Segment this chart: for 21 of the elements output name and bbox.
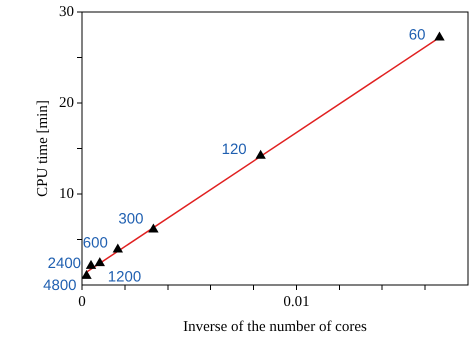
y-tick-label: 30 — [59, 4, 74, 20]
x-tick-label: 0.01 — [283, 294, 310, 310]
annotation: 2400 — [48, 255, 82, 272]
point — [256, 150, 266, 159]
x-axis-title: Inverse of the number of cores — [183, 318, 367, 335]
point — [148, 224, 158, 232]
y-tick-label: 20 — [59, 94, 74, 111]
annotation: 1200 — [108, 268, 142, 286]
y-axis-title: CPU time [min] — [34, 100, 51, 197]
point — [82, 270, 92, 279]
annotation: 300 — [118, 210, 144, 228]
point — [94, 258, 105, 266]
point — [86, 260, 96, 269]
annotation: 120 — [222, 140, 247, 158]
annotation: 4800 — [43, 277, 77, 294]
point — [434, 32, 444, 40]
point — [112, 244, 123, 253]
y-tick-label: 10 — [59, 186, 74, 202]
annotation: 600 — [82, 234, 108, 252]
annotation: 60 — [408, 26, 426, 44]
x-tick-label: 0 — [78, 294, 86, 310]
